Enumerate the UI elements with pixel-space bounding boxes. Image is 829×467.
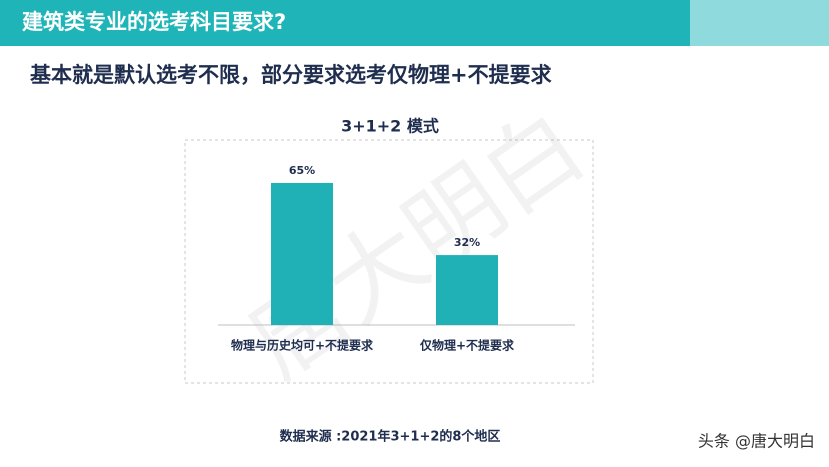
bar	[436, 255, 498, 325]
category-label: 仅物理+不提要求	[419, 338, 515, 353]
header-bar-end	[690, 0, 829, 46]
bar	[271, 182, 333, 325]
source-note: 数据来源 :2021年3+1+2的8个地区	[280, 429, 501, 445]
subtitle: 基本就是默认选考不限，部分要求选考仅物理+不提要求	[30, 63, 552, 87]
plot-frame	[184, 139, 594, 384]
category-label: 物理与历史均可+不提要求	[231, 338, 374, 353]
header-bar	[0, 0, 690, 46]
credit: 头条 @唐大明白	[698, 432, 815, 451]
chart-title: 3+1+2 模式	[341, 117, 439, 136]
value-label: 32%	[454, 236, 480, 249]
header-title: 建筑类专业的选考科目要求?	[22, 10, 286, 34]
value-label: 65%	[289, 164, 315, 177]
